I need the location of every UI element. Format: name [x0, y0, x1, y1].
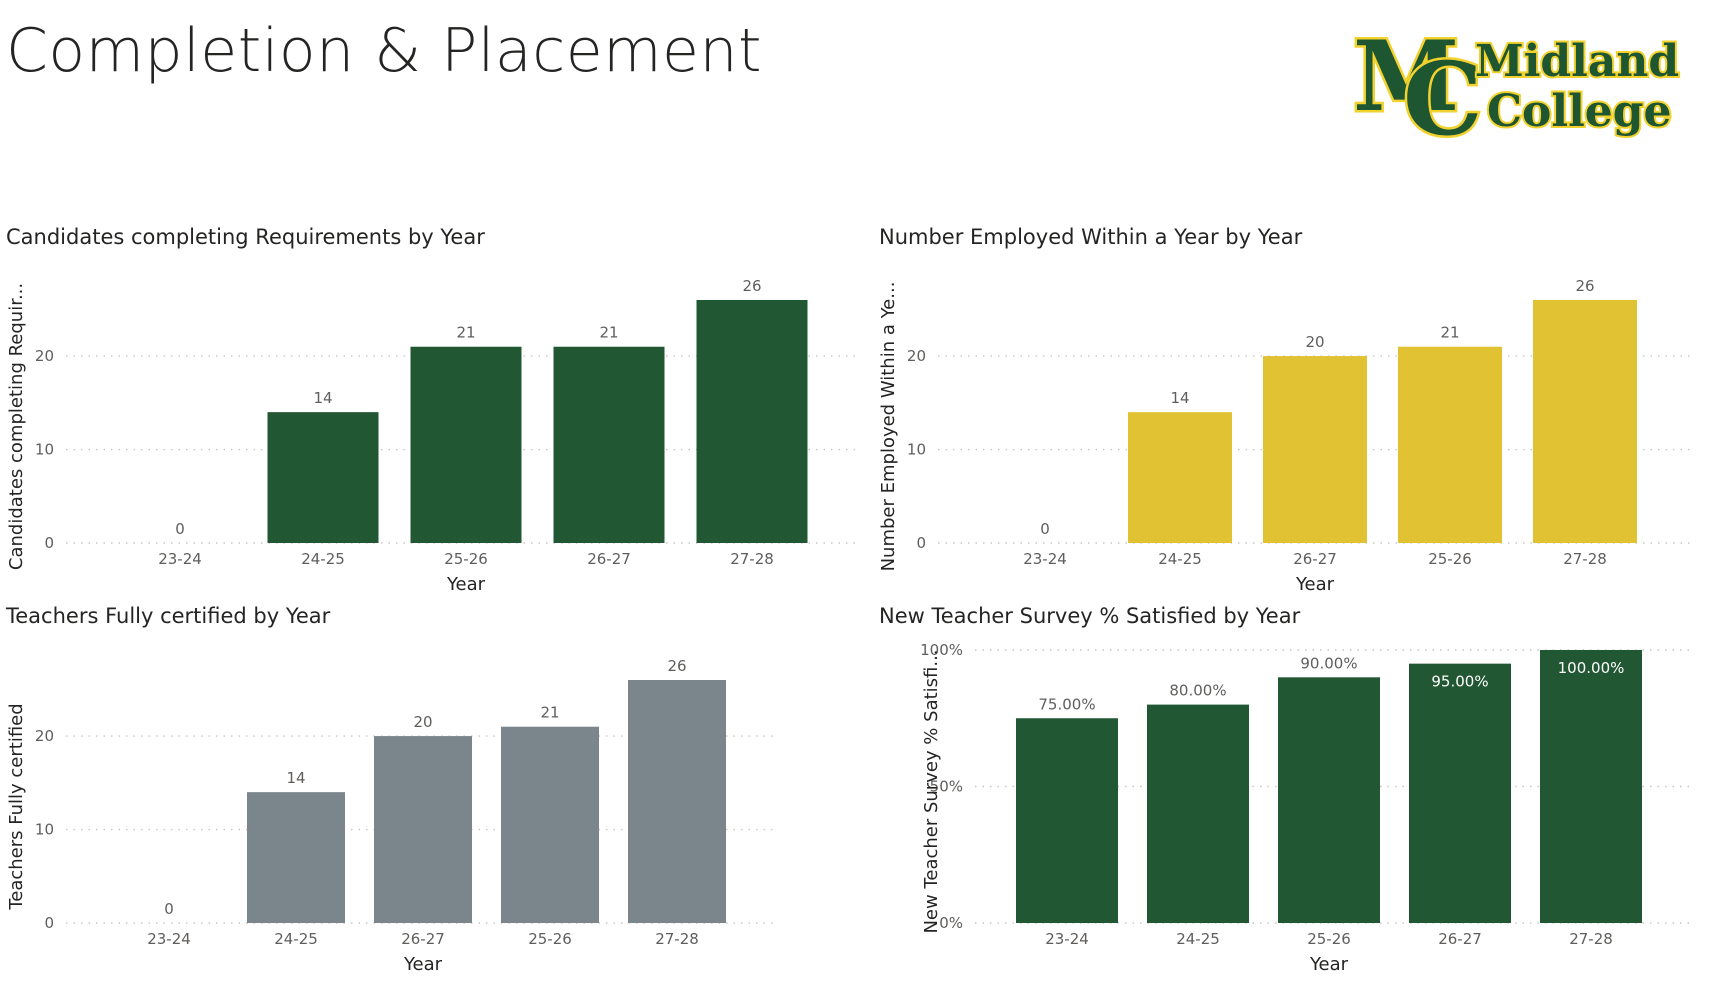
y-tick-label: 20: [35, 347, 54, 365]
x-tick-label: 27-28: [1569, 930, 1613, 948]
x-tick-label: 26-27: [1293, 550, 1337, 568]
y-tick-label: 0: [44, 914, 54, 932]
x-tick-label: 25-26: [444, 550, 488, 568]
x-tick-label: 27-28: [1563, 550, 1607, 568]
data-label: 75.00%: [1038, 695, 1095, 713]
y-tick-label: 10: [35, 441, 54, 459]
data-label: 95.00%: [1431, 673, 1488, 691]
data-label: 20: [1305, 333, 1324, 351]
bar: [1409, 663, 1511, 923]
y-axis-title: Number Employed Within a Ye...: [878, 282, 899, 572]
y-tick-label: 50%: [930, 778, 963, 796]
y-axis-title: Teachers Fully certified: [6, 703, 27, 910]
data-label: 21: [540, 704, 559, 722]
data-label: 26: [1575, 277, 1594, 295]
logo-monogram-m: M: [1353, 22, 1459, 133]
x-tick-label: 23-24: [147, 930, 191, 948]
x-tick-label: 25-26: [1428, 550, 1472, 568]
chart4-survey-satisfied: 0% 50% 100% 75.00% 23-24 80.00% 24-25 90.00% 25-…: [920, 641, 1694, 975]
data-label: 14: [1170, 389, 1189, 407]
chart3-teachers-certified: 0 10 20 0 23-24 14 24-25 20 26-27 21 25-26 26 27-28 Y…: [6, 657, 775, 975]
x-tick-label: 27-28: [655, 930, 699, 948]
bar: [247, 792, 345, 923]
page-title: Completion & Placement: [6, 16, 763, 86]
data-label: 21: [599, 324, 618, 342]
chart1-candidates-completing: 0 10 20 0 23-24 14 24-25 21 25-26 21 26-27 26 27-28 Y…: [6, 277, 860, 595]
x-axis-title: Year: [1309, 954, 1349, 975]
x-tick-label: 26-27: [587, 550, 631, 568]
chart2-title: Number Employed Within a Year by Year: [879, 225, 1303, 249]
data-label: 26: [667, 657, 686, 675]
bar: [501, 726, 599, 923]
data-label: 80.00%: [1169, 682, 1226, 700]
x-tick-label: 24-25: [274, 930, 318, 948]
x-tick-label: 23-24: [1045, 930, 1089, 948]
data-label: 0: [1040, 520, 1050, 538]
logo-monogram-c: C: [1403, 40, 1483, 152]
bar: [696, 300, 808, 543]
data-label: 0: [164, 900, 174, 918]
data-label: 21: [456, 324, 475, 342]
y-tick-label: 100%: [920, 641, 963, 659]
x-tick-label: 23-24: [158, 550, 202, 568]
logo-word-midland: Midland: [1475, 36, 1679, 87]
x-axis-title: Year: [403, 954, 443, 975]
chart1-title: Candidates completing Requirements by Ye…: [6, 225, 485, 249]
x-tick-label: 25-26: [528, 930, 572, 948]
bar: [1278, 677, 1380, 923]
chart4-title: New Teacher Survey % Satisfied by Year: [879, 604, 1301, 628]
data-label: 14: [286, 769, 305, 787]
y-tick-label: 10: [907, 441, 926, 459]
y-tick-label: 10: [35, 821, 54, 839]
data-label: 100.00%: [1558, 659, 1625, 677]
bar: [1540, 650, 1642, 923]
y-tick-label: 20: [907, 347, 926, 365]
logo-word-college: College: [1487, 86, 1672, 137]
y-tick-label: 0%: [939, 914, 963, 932]
bar: [374, 736, 472, 923]
bar: [267, 412, 379, 543]
x-tick-label: 25-26: [1307, 930, 1351, 948]
x-tick-label: 24-25: [1158, 550, 1202, 568]
y-axis-title: Candidates completing Requir...: [6, 283, 27, 570]
bar: [553, 346, 665, 543]
midland-college-logo: M C Midland College: [1351, 22, 1682, 152]
x-axis-title: Year: [446, 574, 486, 595]
x-tick-label: 24-25: [1176, 930, 1220, 948]
x-tick-label: 24-25: [301, 550, 345, 568]
data-label: 0: [175, 520, 185, 538]
x-tick-label: 26-27: [1438, 930, 1482, 948]
x-axis-title: Year: [1295, 574, 1335, 595]
data-label: 21: [1440, 324, 1459, 342]
y-tick-label: 0: [44, 534, 54, 552]
x-tick-label: 23-24: [1023, 550, 1067, 568]
chart2-number-employed: 0 10 20 0 23-24 14 24-25 20 26-27 21 25-26 26 27-28 Y…: [878, 277, 1694, 595]
y-tick-label: 0: [916, 534, 926, 552]
bar: [1398, 346, 1502, 543]
bar: [1533, 300, 1637, 543]
x-tick-label: 27-28: [730, 550, 774, 568]
data-label: 20: [413, 713, 432, 731]
y-axis-title: New Teacher Survey % Satisfi...: [921, 649, 942, 933]
data-label: 26: [742, 277, 761, 295]
y-tick-label: 20: [35, 727, 54, 745]
bar: [1263, 356, 1367, 543]
bar: [410, 346, 522, 543]
bar: [1147, 704, 1249, 923]
bar: [1128, 412, 1232, 543]
bar: [1016, 718, 1118, 923]
chart3-title: Teachers Fully certified by Year: [6, 604, 331, 628]
bar: [628, 680, 726, 923]
x-tick-label: 26-27: [401, 930, 445, 948]
data-label: 14: [313, 389, 332, 407]
data-label: 90.00%: [1300, 654, 1357, 672]
